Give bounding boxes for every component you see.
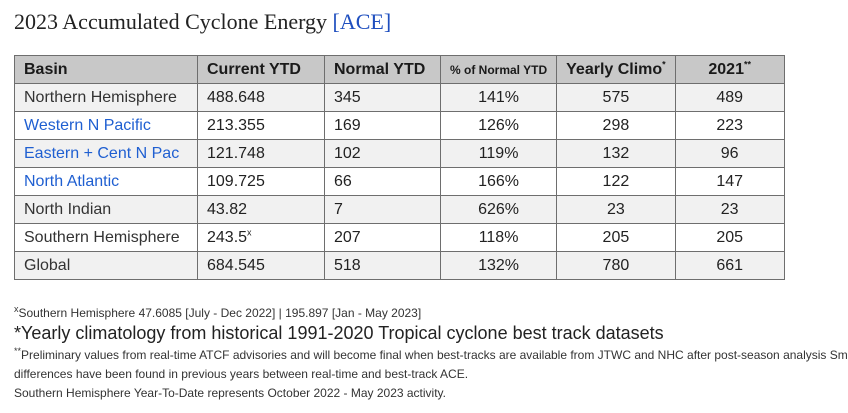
pct-normal-cell: 119% — [439, 139, 558, 168]
pct-normal-cell: 626% — [439, 195, 558, 224]
basin-cell: Southern Hemisphere — [14, 223, 198, 252]
footnote-yearly-climatology: *Yearly climatology from historical 1991… — [14, 323, 664, 343]
year-cell: 205 — [674, 223, 785, 252]
footnote-mark-x: x — [14, 304, 19, 314]
table-header-row: Basin Current YTD Normal YTD % of Normal… — [14, 55, 785, 84]
yearly-climo-cell: 575 — [556, 83, 676, 112]
footnote-preliminary-values: **Preliminary values from real-time ATCF… — [14, 345, 848, 365]
normal-ytd-cell: 102 — [324, 139, 441, 168]
current-ytd-value: 109.725 — [207, 172, 265, 190]
pct-normal-cell: 132% — [439, 251, 558, 280]
pct-normal-cell: 141% — [439, 83, 558, 112]
header-year-mark: ** — [743, 59, 751, 70]
pct-normal-cell: 166% — [439, 167, 558, 196]
header-basin: Basin — [14, 55, 198, 84]
title-text: 2023 Accumulated Cyclone Energy — [14, 9, 333, 34]
header-current-ytd: Current YTD — [197, 55, 325, 84]
table-row: North Indian 43.82 7 626% 23 23 — [14, 195, 785, 224]
year-cell: 489 — [674, 83, 785, 112]
year-cell: 23 — [674, 195, 785, 224]
yearly-climo-cell: 298 — [556, 111, 676, 140]
year-cell: 96 — [674, 139, 785, 168]
yearly-climo-cell: 23 — [556, 195, 676, 224]
pct-normal-cell: 118% — [439, 223, 558, 252]
yearly-climo-cell: 122 — [556, 167, 676, 196]
footnote-text: Southern Hemisphere 47.6085 [July - Dec … — [18, 306, 422, 320]
table-row: Global 684.545 518 132% 780 661 — [14, 251, 785, 280]
footnote-southern-hemisphere: xSouthern Hemisphere 47.6085 [July - Dec… — [14, 305, 848, 321]
year-cell: 147 — [674, 167, 785, 196]
header-yearly-climo: Yearly Climo* — [556, 55, 676, 84]
table-row: Northern Hemisphere 488.648 345 141% 575… — [14, 83, 785, 112]
header-normal-ytd: Normal YTD — [324, 55, 441, 84]
current-ytd-cell: 121.748 — [197, 139, 325, 168]
footnote-ytd-period: Southern Hemisphere Year-To-Date represe… — [14, 386, 446, 400]
yearly-climo-cell: 205 — [556, 223, 676, 252]
header-year: 2021** — [674, 55, 785, 84]
basin-link-eastern-cent-n-pac[interactable]: Eastern + Cent N Pac — [14, 139, 198, 168]
current-ytd-cell: 488.648 — [197, 83, 325, 112]
pct-normal-cell: 126% — [439, 111, 558, 140]
current-ytd-cell: 109.725 — [197, 167, 325, 196]
basin-cell: Northern Hemisphere — [14, 83, 198, 112]
yearly-climo-cell: 780 — [556, 251, 676, 280]
normal-ytd-cell: 7 — [324, 195, 441, 224]
header-year-label: 2021 — [708, 60, 744, 78]
table-row: Southern Hemisphere 243.5x 207 118% 205 … — [14, 223, 785, 252]
basin-link-north-atlantic[interactable]: North Atlantic — [14, 167, 198, 196]
table-row: Eastern + Cent N Pac 121.748 102 119% 13… — [14, 139, 785, 168]
ace-table: Basin Current YTD Normal YTD % of Normal… — [14, 55, 785, 280]
year-cell: 223 — [674, 111, 785, 140]
table-row: Western N Pacific 213.355 169 126% 298 2… — [14, 111, 785, 140]
normal-ytd-cell: 207 — [324, 223, 441, 252]
normal-ytd-cell: 66 — [324, 167, 441, 196]
current-ytd-cell: 243.5x — [197, 223, 325, 252]
current-ytd-cell: 43.82 — [197, 195, 325, 224]
basin-link-western-n-pacific[interactable]: Western N Pacific — [14, 111, 198, 140]
header-yearly-climo-label: Yearly Climo — [566, 60, 663, 78]
current-ytd-value: 121.748 — [207, 144, 265, 162]
header-pct-normal: % of Normal YTD — [439, 55, 558, 84]
normal-ytd-cell: 169 — [324, 111, 441, 140]
current-ytd-value: 488.648 — [207, 88, 265, 106]
page-title: 2023 Accumulated Cyclone Energy [ACE] — [14, 9, 391, 35]
ace-link[interactable]: [ACE] — [332, 9, 392, 34]
year-cell: 661 — [674, 251, 785, 280]
current-ytd-cell: 684.545 — [197, 251, 325, 280]
basin-cell: Global — [14, 251, 198, 280]
normal-ytd-cell: 518 — [324, 251, 441, 280]
basin-cell: North Indian — [14, 195, 198, 224]
current-ytd-value: 43.82 — [207, 200, 248, 218]
footnotes: xSouthern Hemisphere 47.6085 [July - Dec… — [14, 305, 848, 403]
current-ytd-cell: 213.355 — [197, 111, 325, 140]
current-ytd-value: 684.545 — [207, 256, 265, 274]
current-ytd-value: 243.5 — [207, 228, 248, 246]
table-row: North Atlantic 109.725 66 166% 122 147 — [14, 167, 785, 196]
yearly-climo-cell: 132 — [556, 139, 676, 168]
footnote-differences: differences have been found in previous … — [14, 367, 469, 381]
footnote-mark-double-star: ** — [14, 346, 22, 356]
normal-ytd-cell: 345 — [324, 83, 441, 112]
current-ytd-value: 213.355 — [207, 116, 265, 134]
footnote-text: Preliminary values from real-time ATCF a… — [21, 348, 848, 362]
current-ytd-mark: x — [247, 227, 252, 238]
header-climo-mark: * — [662, 59, 666, 70]
